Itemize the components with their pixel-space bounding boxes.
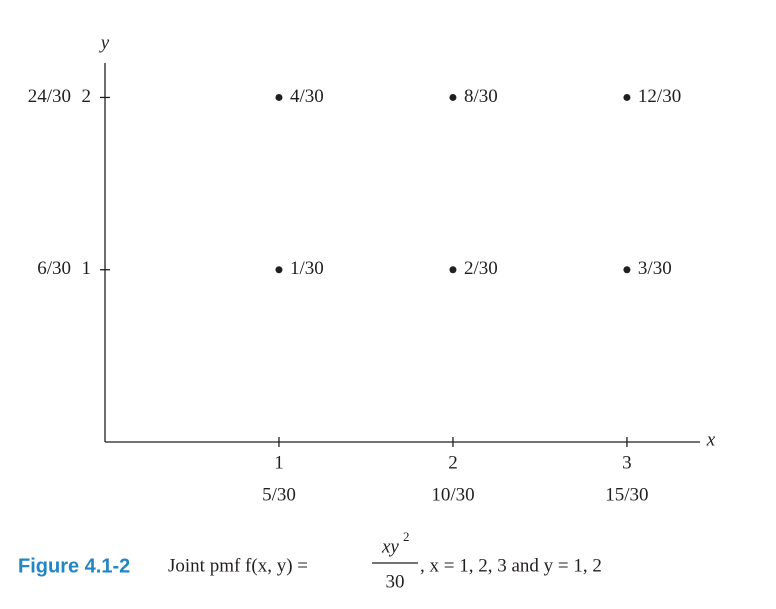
y-marginal-label: 24/30 xyxy=(28,86,71,107)
x-tick-label: 1 xyxy=(274,452,284,473)
x-tick-label: 2 xyxy=(448,452,458,473)
point-label: 8/30 xyxy=(464,86,498,107)
point xyxy=(623,266,631,274)
caption-label: Figure 4.1-2 xyxy=(18,555,130,577)
point xyxy=(623,93,631,101)
x-tick-label: 3 xyxy=(622,452,632,473)
y-marginal-label: 6/30 xyxy=(37,258,71,279)
caption-denominator: 30 xyxy=(386,571,405,592)
point-label: 1/30 xyxy=(290,258,324,279)
point-label: 12/30 xyxy=(638,86,681,107)
point xyxy=(449,93,457,101)
caption-prefix: Joint pmf f(x, y) = xyxy=(168,555,308,576)
x-marginal-label: 15/30 xyxy=(605,484,648,505)
y-tick-label: 1 xyxy=(82,258,92,279)
point-label: 4/30 xyxy=(290,86,324,107)
point-label: 3/30 xyxy=(638,258,672,279)
caption-suffix: , x = 1, 2, 3 and y = 1, 2 xyxy=(420,555,602,576)
point xyxy=(449,266,457,274)
y-tick-label: 2 xyxy=(82,86,92,107)
x-marginal-label: 10/30 xyxy=(431,484,474,505)
caption-exponent: 2 xyxy=(403,529,410,544)
x-marginal-label: 5/30 xyxy=(262,484,296,505)
caption-numerator: xy xyxy=(381,536,399,557)
y-axis-label: y xyxy=(99,32,110,53)
x-axis-label: x xyxy=(706,429,716,450)
point xyxy=(275,93,283,101)
point-label: 2/30 xyxy=(464,258,498,279)
point xyxy=(275,266,283,274)
